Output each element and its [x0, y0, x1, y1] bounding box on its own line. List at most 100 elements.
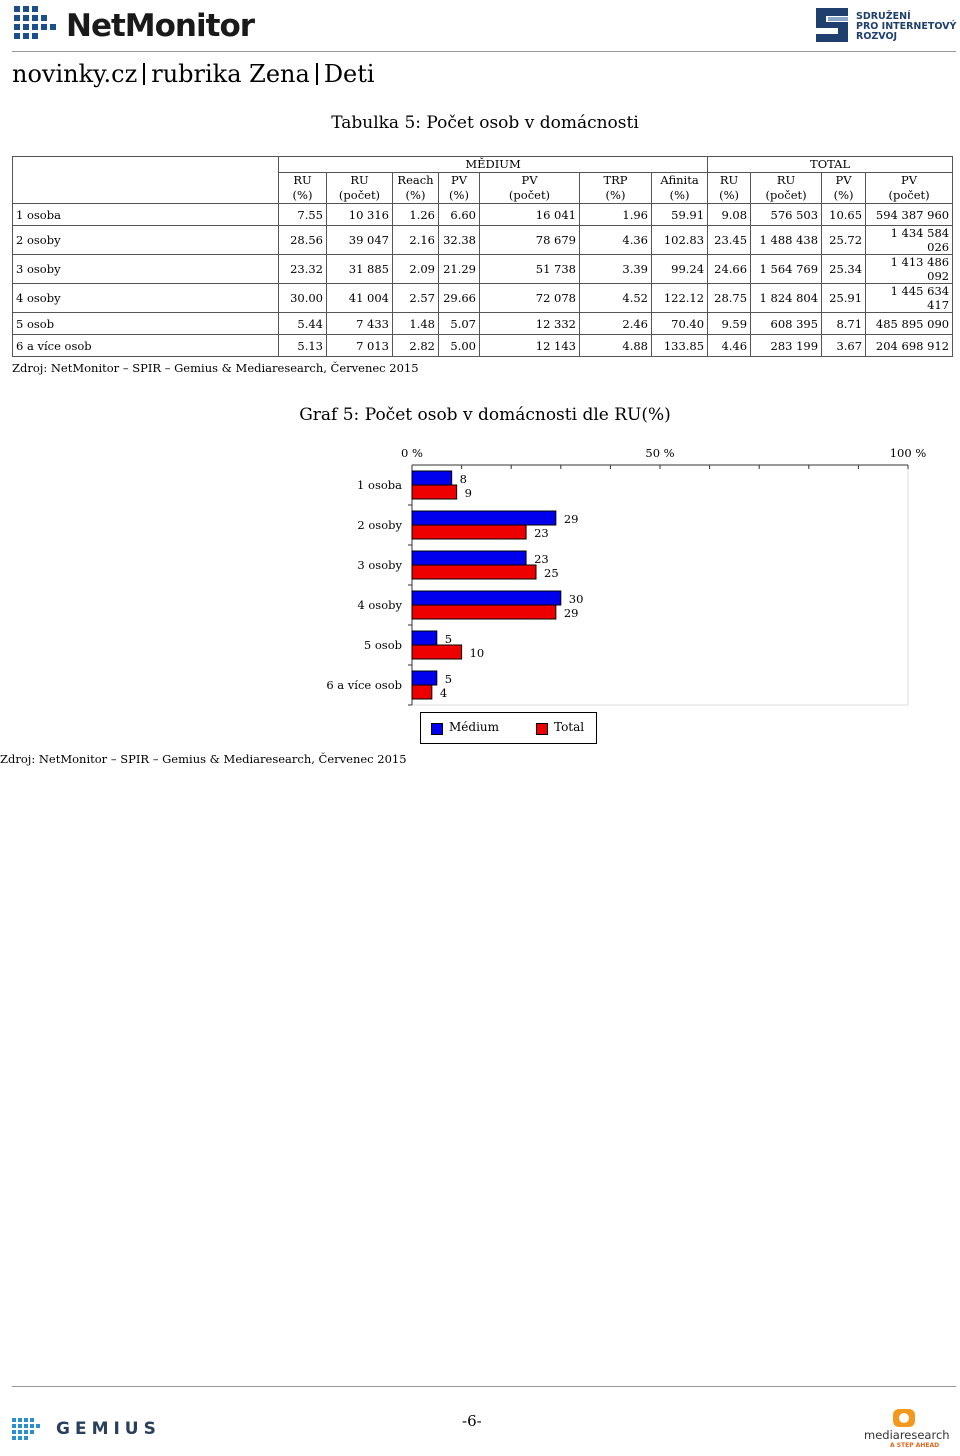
- column-header: PV (%): [438, 172, 480, 204]
- table-cell: 5.07: [438, 312, 480, 335]
- table-cell: 25.72: [821, 225, 867, 255]
- column-header-label: PV: [835, 173, 852, 187]
- table-cell: 78 679: [479, 225, 580, 255]
- bar-medium: [411, 510, 557, 526]
- bar-medium: [411, 670, 438, 686]
- row-label: 2 osoby: [12, 225, 279, 255]
- category-label: 4 osoby: [357, 598, 402, 612]
- breadcrumb-site: novinky.cz: [12, 60, 138, 88]
- column-header: Afinita (%): [650, 172, 709, 204]
- table-cell: 9.59: [707, 312, 752, 335]
- table-cell: 25.91: [821, 283, 867, 313]
- table-cell: 576 503: [750, 203, 823, 226]
- data-label: 9: [465, 486, 472, 500]
- data-label: 8: [460, 472, 467, 486]
- table-cell: 2.46: [579, 312, 652, 335]
- bar-medium: [411, 590, 562, 606]
- bar-medium: [411, 550, 527, 566]
- column-header-unit: (počet): [765, 188, 807, 202]
- table-cell: 122.12: [650, 283, 709, 313]
- column-header: Reach (%): [392, 172, 439, 204]
- table-cell: 29.66: [438, 283, 480, 313]
- legend-swatch-total: [536, 723, 548, 735]
- mediaresearch-logo: mediaresearch A STEP AHEAD: [862, 1408, 950, 1450]
- table-cell: 28.56: [278, 225, 327, 255]
- column-header-unit: (počet): [338, 188, 381, 202]
- table-cell: 5.44: [278, 312, 327, 335]
- column-header: PV (počet): [865, 172, 954, 204]
- data-label: 5: [445, 632, 452, 646]
- table-cell: 23.32: [278, 254, 327, 284]
- data-label: 29: [564, 606, 579, 620]
- table-cell: 2.57: [392, 283, 439, 313]
- column-header-label: PV: [901, 173, 918, 187]
- table-cell: 21.29: [438, 254, 480, 284]
- table-row: 4 osoby 30.00 41 004 2.57 29.66 72 078 4.52 122…: [12, 283, 954, 313]
- table-cell: 4.36: [579, 225, 652, 255]
- column-header-label: Reach: [397, 173, 434, 187]
- table-cell: 1.96: [579, 203, 652, 226]
- table-row: 2 osoby 28.56 39 047 2.16 32.38 78 679 4.36 102…: [12, 225, 954, 255]
- column-header: PV (%): [821, 172, 867, 204]
- data-label: 4: [440, 686, 447, 700]
- table-cell: 2.16: [392, 225, 439, 255]
- table-row: 3 osoby 23.32 31 885 2.09 21.29 51 738 3.39 99.…: [12, 254, 954, 284]
- category-label: 3 osoby: [357, 558, 402, 572]
- table-cell: 4.52: [579, 283, 652, 313]
- mediaresearch-logo-icon: [893, 1409, 915, 1427]
- table-cell: 5.00: [438, 334, 480, 357]
- table-cell: 28.75: [707, 283, 752, 313]
- table-cell: 608 395: [750, 312, 823, 335]
- table-cell: 1.48: [392, 312, 439, 335]
- row-label: 5 osob: [12, 312, 279, 335]
- bar-total: [411, 564, 537, 580]
- table-cell: 25.34: [821, 254, 867, 284]
- table-cell: 102.83: [650, 225, 709, 255]
- table-cell: 59.91: [650, 203, 709, 226]
- x-tick-label: 0 %: [401, 446, 423, 460]
- column-header: TRP (%): [579, 172, 652, 204]
- legend-label-total: Total: [554, 720, 585, 734]
- group-header-medium: MĚDIUM: [277, 156, 709, 173]
- table-cell: 204 698 912: [865, 334, 954, 357]
- table-cell: 1 824 804: [750, 283, 823, 313]
- table-cell: 1 445 634 417: [865, 283, 954, 313]
- table-corner: [12, 156, 279, 204]
- column-header-unit: (%): [719, 188, 740, 202]
- spir-logo-text: SDRUŽENÍ PRO INTERNETOVÝ ROZVOJ: [856, 12, 956, 42]
- table-cell: 485 895 090: [865, 312, 954, 335]
- table-cell: 4.46: [707, 334, 752, 357]
- breadcrumb-separator: [315, 63, 318, 85]
- table-cell: 23.45: [707, 225, 752, 255]
- table-cell: 30.00: [278, 283, 327, 313]
- row-label: 6 a více osob: [12, 334, 279, 357]
- column-header-unit: (počet): [508, 188, 551, 202]
- mediaresearch-tagline: A STEP AHEAD: [890, 1442, 940, 1449]
- column-header-label: PV: [450, 173, 468, 187]
- table-cell: 4.88: [579, 334, 652, 357]
- table-cell: 32.38: [438, 225, 480, 255]
- bar-total: [411, 684, 433, 700]
- column-header-label: Afinita: [660, 173, 699, 187]
- table-cell: 6.60: [438, 203, 480, 226]
- netmonitor-logo-icon: [14, 6, 60, 44]
- table-cell: 70.40: [650, 312, 709, 335]
- data-label: 29: [564, 512, 579, 526]
- data-table: MĚDIUM TOTAL RU (%) RU (počet) Reach (%) PV (%)…: [12, 156, 954, 357]
- table-title: Tabulka 5: Počet osob v domácnosti: [331, 113, 639, 133]
- table-cell: 24.66: [707, 254, 752, 284]
- row-label: 1 osoba: [12, 203, 279, 226]
- page-number: -6-: [462, 1412, 482, 1430]
- column-header-label: RU: [293, 173, 312, 187]
- data-label: 23: [534, 526, 549, 540]
- header-rule: [12, 51, 956, 52]
- table-cell: 12 332: [479, 312, 580, 335]
- column-header-unit: (%): [669, 188, 690, 202]
- spir-line-2: PRO INTERNETOVÝ: [856, 21, 957, 32]
- legend-label-medium: Médium: [449, 720, 500, 734]
- table-cell: 31 885: [326, 254, 393, 284]
- chart-legend: Médium Total: [420, 712, 597, 744]
- data-label: 25: [544, 566, 559, 580]
- mediaresearch-logo-text: mediaresearch: [864, 1428, 950, 1442]
- table-cell: 133.85: [650, 334, 709, 357]
